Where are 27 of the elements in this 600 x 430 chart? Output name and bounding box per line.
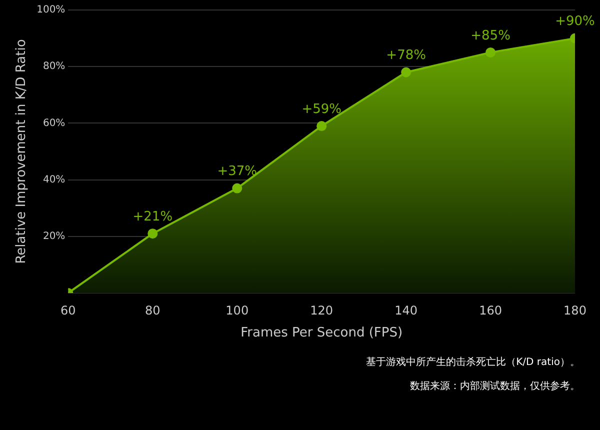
x-tick-label: 80 xyxy=(145,303,160,318)
text: 基于游戏中所产生的击杀死亡比（K/D ratio）。 xyxy=(365,356,580,369)
data-label: +78% xyxy=(386,48,426,64)
y-tick-label: 80% xyxy=(42,61,66,72)
data-label: +59% xyxy=(302,102,342,117)
x-tick-label: 60 xyxy=(60,303,76,318)
y-tick-label: 40% xyxy=(42,174,66,186)
x-tick-label: 160 xyxy=(479,303,502,318)
y-tick-label: 60% xyxy=(42,118,66,129)
point xyxy=(486,47,496,58)
y-axis-title: Relative Improvement in K/D Ratio xyxy=(14,39,30,264)
x-tick-label: 100 xyxy=(226,303,249,318)
source-note: 数据来源：内部测试数据，仅供参考。 xyxy=(409,380,580,393)
x-tick-label: 140 xyxy=(394,303,418,318)
x-axis-title: Frames Per Second (FPS) xyxy=(240,326,403,341)
point xyxy=(148,228,158,239)
data-label: +21% xyxy=(132,209,173,224)
y-tick-label: 20% xyxy=(42,230,66,242)
data-label: +85% xyxy=(470,28,510,44)
x-tick-label: 180 xyxy=(564,303,586,318)
x-tick-label: 120 xyxy=(310,303,334,318)
point xyxy=(232,183,242,194)
point xyxy=(401,67,412,78)
y-tick-label: 100% xyxy=(36,4,66,16)
data-label: +37% xyxy=(217,164,258,180)
data-label: +90% xyxy=(555,14,595,30)
point xyxy=(316,121,327,132)
